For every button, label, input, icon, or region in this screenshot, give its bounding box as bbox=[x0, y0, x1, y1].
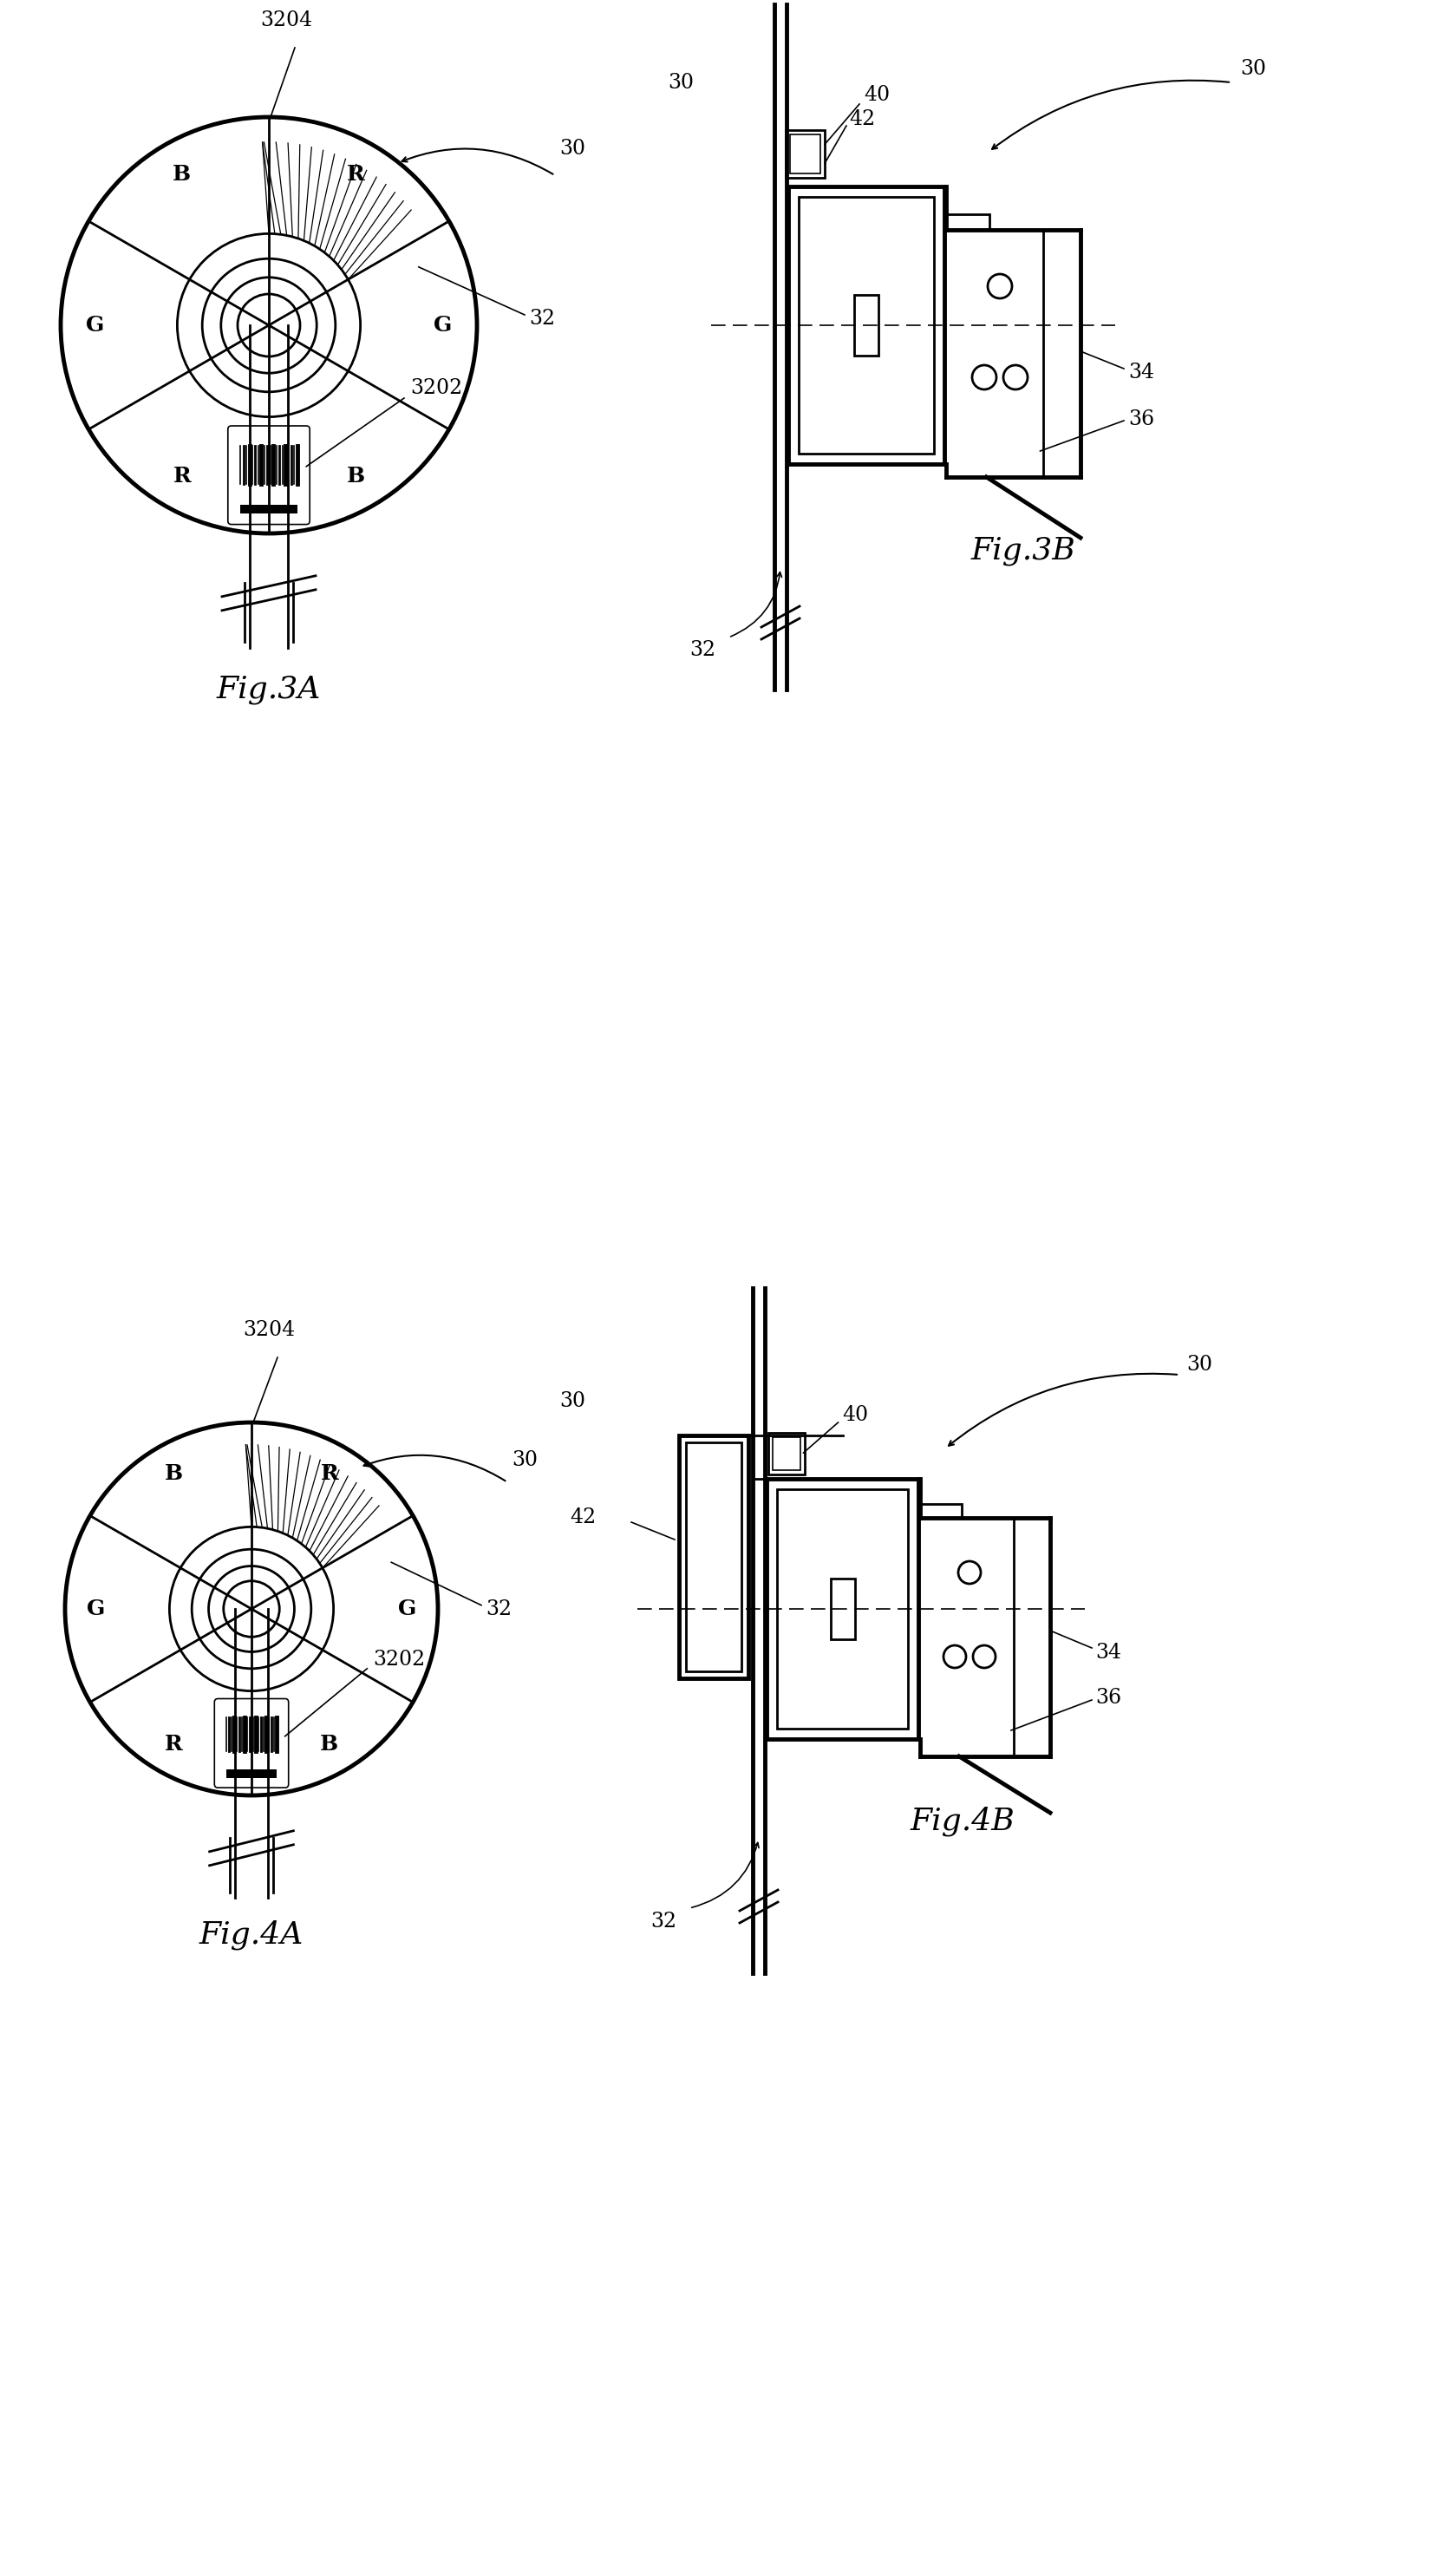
Text: 40: 40 bbox=[843, 1405, 869, 1425]
Bar bbox=[767, 1479, 919, 1740]
Text: G: G bbox=[86, 315, 105, 336]
Text: 30: 30 bbox=[1187, 1353, 1213, 1374]
Bar bbox=[799, 197, 933, 454]
Text: 30: 30 bbox=[511, 1451, 537, 1469]
Text: 32: 32 bbox=[486, 1599, 511, 1620]
Bar bbox=[946, 215, 990, 231]
Text: R: R bbox=[320, 1463, 338, 1484]
Text: Fig.4B: Fig.4B bbox=[910, 1807, 1015, 1835]
Text: Fig.3A: Fig.3A bbox=[217, 674, 320, 705]
Text: R: R bbox=[347, 164, 365, 185]
Text: R: R bbox=[173, 466, 191, 487]
Text: 42: 42 bbox=[849, 110, 875, 131]
Text: 40: 40 bbox=[863, 85, 890, 105]
Text: 30: 30 bbox=[559, 1392, 585, 1410]
Bar bbox=[678, 1435, 748, 1679]
Text: B: B bbox=[173, 164, 191, 185]
Text: 32: 32 bbox=[651, 1912, 677, 1930]
Text: 36: 36 bbox=[1128, 410, 1155, 428]
Text: 32: 32 bbox=[529, 310, 555, 328]
FancyBboxPatch shape bbox=[214, 1699, 288, 1786]
Text: 30: 30 bbox=[1241, 59, 1267, 79]
Text: 32: 32 bbox=[689, 641, 715, 661]
Bar bbox=[830, 1579, 855, 1640]
Bar bbox=[855, 295, 878, 356]
Bar bbox=[786, 131, 824, 177]
Text: Fig.4A: Fig.4A bbox=[199, 1920, 304, 1950]
Text: G: G bbox=[397, 1599, 416, 1620]
Text: G: G bbox=[86, 1599, 105, 1620]
Text: 42: 42 bbox=[571, 1507, 597, 1528]
Bar bbox=[778, 1489, 909, 1727]
Text: 3204: 3204 bbox=[243, 1320, 296, 1340]
Text: Fig.3B: Fig.3B bbox=[971, 536, 1076, 566]
Text: 30: 30 bbox=[559, 138, 585, 159]
FancyBboxPatch shape bbox=[229, 425, 310, 525]
Bar bbox=[791, 133, 820, 174]
Bar bbox=[226, 1768, 277, 1779]
Text: 3202: 3202 bbox=[373, 1651, 425, 1669]
Bar bbox=[240, 505, 297, 513]
Text: B: B bbox=[347, 466, 365, 487]
Bar bbox=[686, 1443, 741, 1671]
Text: 34: 34 bbox=[1095, 1643, 1121, 1663]
Text: 34: 34 bbox=[1128, 364, 1155, 382]
Bar bbox=[772, 1438, 799, 1471]
Text: 3202: 3202 bbox=[411, 377, 463, 397]
Bar bbox=[767, 1433, 804, 1474]
Text: 30: 30 bbox=[668, 72, 693, 92]
Text: B: B bbox=[320, 1733, 338, 1753]
Text: 3204: 3204 bbox=[261, 10, 312, 31]
Text: G: G bbox=[434, 315, 451, 336]
Bar bbox=[920, 1504, 962, 1517]
Text: 36: 36 bbox=[1095, 1689, 1121, 1707]
Text: R: R bbox=[165, 1733, 182, 1753]
Text: B: B bbox=[165, 1463, 183, 1484]
Bar bbox=[788, 187, 945, 464]
